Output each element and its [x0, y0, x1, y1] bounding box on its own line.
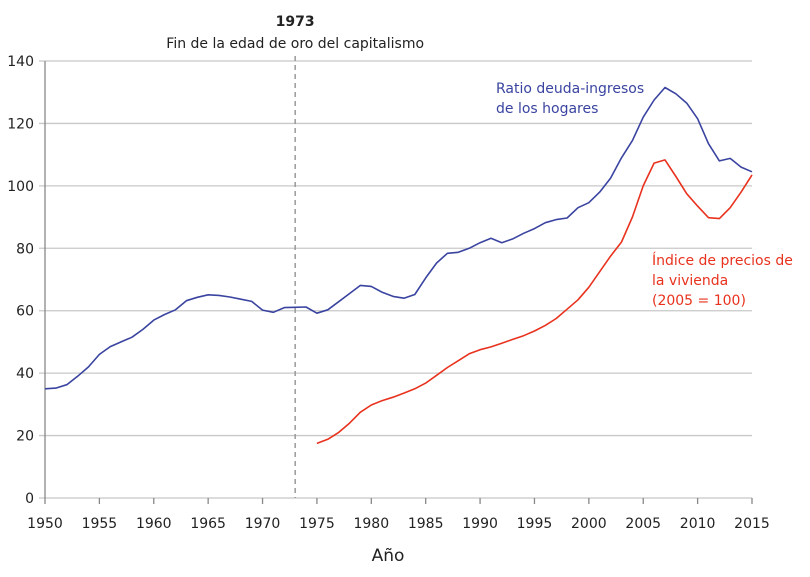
- x-axis-title: Año: [372, 546, 405, 566]
- x-tick-1960: 1960: [136, 516, 172, 532]
- house-price-label-line2: la vivienda: [652, 273, 728, 289]
- y-tick-120: 120: [7, 116, 34, 132]
- x-tick-1950: 1950: [27, 516, 63, 532]
- event-year-label: 1973: [276, 14, 315, 30]
- x-tick-2010: 2010: [680, 516, 716, 532]
- gridlines: [39, 60, 752, 499]
- x-tick-1995: 1995: [517, 516, 553, 532]
- house-price-label-line3: (2005 = 100): [652, 293, 746, 309]
- x-tick-2000: 2000: [571, 516, 607, 532]
- y-tick-40: 40: [16, 366, 34, 382]
- x-tick-1965: 1965: [190, 516, 226, 532]
- x-tick-2015: 2015: [734, 516, 770, 532]
- x-tick-1985: 1985: [408, 516, 444, 532]
- x-tick-2005: 2005: [625, 516, 661, 532]
- x-tick-1970: 1970: [245, 516, 281, 532]
- y-tick-140: 140: [7, 54, 34, 70]
- debt-ratio-label-line2: de los hogares: [496, 101, 598, 117]
- y-tick-labels: 0 20 40 60 80 100 120 140: [7, 54, 34, 507]
- x-tick-1990: 1990: [462, 516, 498, 532]
- series-line-1: [316, 159, 753, 445]
- y-tick-100: 100: [7, 179, 34, 195]
- event-description: Fin de la edad de oro del capitalismo: [166, 36, 424, 52]
- x-tick-1980: 1980: [353, 516, 389, 532]
- x-tick-1955: 1955: [82, 516, 118, 532]
- y-tick-80: 80: [16, 241, 34, 257]
- debt-ratio-label-line1: Ratio deuda-ingresos: [496, 81, 644, 97]
- house-price-label-line1: Índice de precios de: [652, 252, 793, 269]
- x-tick-1975: 1975: [299, 516, 335, 532]
- series-line-0: [44, 86, 753, 390]
- y-tick-0: 0: [25, 491, 34, 507]
- y-tick-60: 60: [16, 304, 34, 320]
- series-lines: [44, 86, 753, 445]
- x-tick-labels: 1950 1955 1960 1965 1970 1975 1980 1985 1990 1995…: [27, 498, 770, 532]
- y-tick-20: 20: [16, 429, 34, 445]
